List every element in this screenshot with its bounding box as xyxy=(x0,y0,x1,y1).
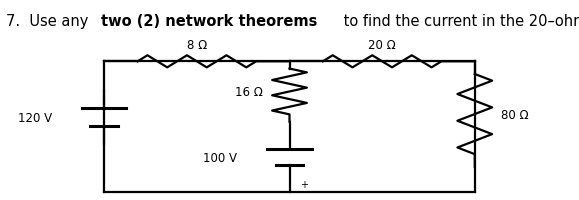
Text: two (2) network theorems: two (2) network theorems xyxy=(101,14,318,29)
Text: 80 Ω: 80 Ω xyxy=(501,108,529,121)
Text: 8 Ω: 8 Ω xyxy=(187,39,207,52)
Text: 16 Ω: 16 Ω xyxy=(235,86,263,98)
Text: 120 V: 120 V xyxy=(18,111,52,124)
Text: 100 V: 100 V xyxy=(203,151,237,164)
Text: 20 Ω: 20 Ω xyxy=(368,39,396,52)
Text: 7.  Use any: 7. Use any xyxy=(6,14,93,29)
Text: +: + xyxy=(300,180,308,190)
Text: to find the current in the 20–ohm resistor.: to find the current in the 20–ohm resist… xyxy=(339,14,579,29)
